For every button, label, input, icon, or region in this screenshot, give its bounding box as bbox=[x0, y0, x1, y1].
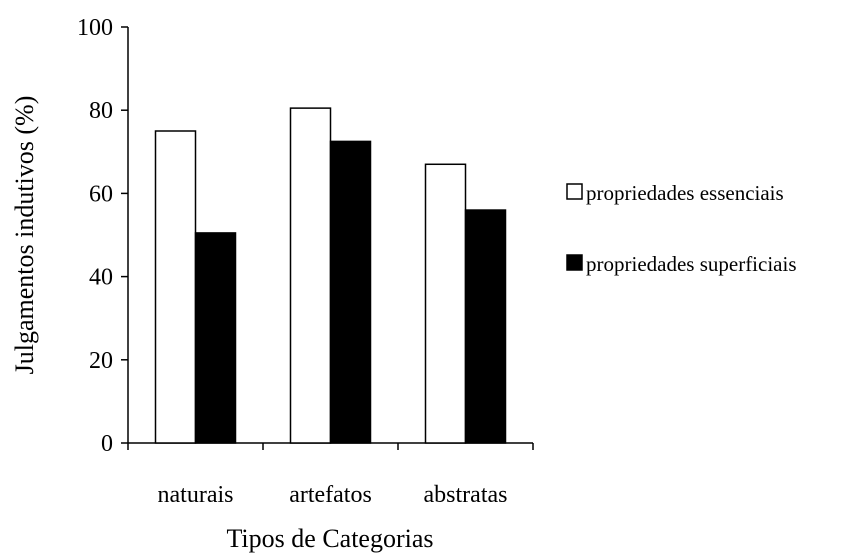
x-axis-title: Tipos de Categorias bbox=[226, 524, 433, 553]
bar-superficiais-naturais bbox=[194, 232, 237, 444]
bar-essenciais-abstratas bbox=[424, 163, 467, 444]
y-tick-label: 60 bbox=[89, 181, 113, 207]
plot-area: 0 20 40 60 80 100 naturais artefatos abstratas bbox=[77, 15, 534, 508]
bar-superficiais-artefatos bbox=[329, 140, 372, 444]
legend-label-1: propriedades essenciais bbox=[586, 181, 784, 205]
legend-swatch-2 bbox=[566, 254, 583, 271]
legend: propriedades essenciais propriedades supe… bbox=[566, 181, 797, 276]
y-axis-ticks: 0 20 40 60 80 100 bbox=[77, 15, 128, 457]
y-tick-label: 40 bbox=[89, 265, 113, 291]
y-axis-title: Julgamentos indutivos (%) bbox=[10, 96, 39, 375]
x-tick-label: naturais bbox=[158, 482, 234, 508]
y-tick-label: 80 bbox=[89, 98, 113, 124]
legend-label-2: propriedades superficiais bbox=[586, 252, 797, 276]
y-tick-label: 20 bbox=[89, 348, 113, 374]
x-tick-label: artefatos bbox=[289, 482, 372, 508]
bar-series-group bbox=[154, 107, 507, 444]
bar-superficiais-abstratas bbox=[464, 209, 507, 444]
y-tick-label: 100 bbox=[77, 15, 113, 41]
bar-essenciais-artefatos bbox=[289, 107, 332, 444]
bar-essenciais-naturais bbox=[154, 130, 197, 444]
x-axis-ticks: naturais artefatos abstratas bbox=[127, 443, 534, 508]
legend-swatch-1 bbox=[566, 183, 583, 200]
y-tick-label: 0 bbox=[101, 431, 113, 457]
x-tick-label: abstratas bbox=[424, 482, 508, 508]
